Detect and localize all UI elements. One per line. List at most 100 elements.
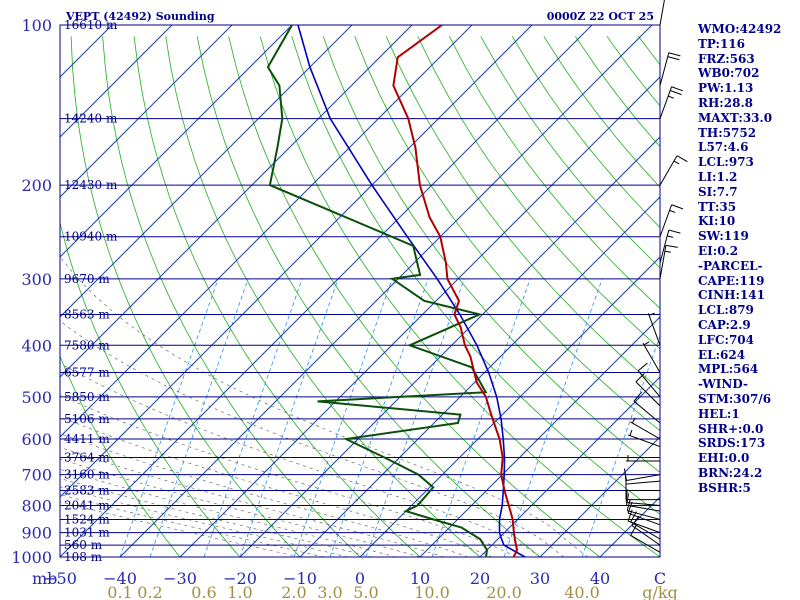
dry-adiabat-line — [291, 36, 660, 515]
isotherm-line — [359, 256, 660, 557]
isotherm-line — [60, 25, 173, 138]
wind-barb-feather — [670, 90, 682, 96]
dry-adiabat-line — [448, 36, 660, 309]
wind-barb — [659, 244, 678, 279]
wind-barb — [659, 52, 681, 86]
wind-barb-half-feather — [643, 341, 650, 346]
wind-barb-staff — [659, 86, 673, 119]
dry-adiabat-line — [165, 36, 481, 557]
wind-barb-staff — [647, 313, 661, 346]
index-item: TH:5752 — [698, 125, 757, 140]
wind-barb-staff — [630, 534, 661, 553]
sounding-indices-panel: WMO:42492 TP:116 FRZ:563 WB0:702 PW:1.13 RH:2… — [698, 22, 798, 496]
mixing-ratio-tick-label: 20.0 — [486, 583, 522, 600]
mixing-ratio-tick-label: 5.0 — [353, 583, 378, 600]
wind-barbs — [623, 0, 688, 553]
wind-barb — [659, 155, 688, 186]
mixing-ratio-tick-label: 10.0 — [414, 583, 450, 600]
height-label: 108 m — [64, 550, 103, 564]
pressure-tick-label: 400 — [21, 336, 52, 355]
temperature-tick-label: 30 — [530, 569, 550, 588]
mixing-ratio-tick-label: 3.0 — [317, 583, 342, 600]
dry-adiabat-line — [417, 36, 660, 350]
index-item: -PARCEL- — [698, 258, 763, 273]
isotherm-line — [60, 25, 413, 378]
mixing-ratio-line — [581, 334, 660, 557]
index-item: PW:1.13 — [698, 81, 754, 96]
plot-frame — [59, 24, 661, 558]
isotherm-line — [60, 25, 233, 198]
index-item: LCL:973 — [698, 155, 754, 170]
isotherm-line — [60, 25, 473, 438]
dry-adiabat-line — [70, 36, 301, 557]
pressure-tick-label: 700 — [21, 466, 52, 485]
pressure-unit-label: mb — [32, 569, 57, 588]
isotherm-line — [299, 196, 660, 557]
wind-barb-feather — [676, 155, 688, 163]
isotherm-line — [539, 436, 660, 557]
dry-adiabat-line — [480, 36, 660, 269]
valid-time: 0000Z 22 OCT 25 — [547, 10, 654, 23]
isotherm-line — [60, 25, 293, 258]
dry-adiabat-line — [133, 36, 421, 557]
mixing-ratio-line — [503, 278, 603, 557]
wind-barb-half-feather — [664, 250, 671, 253]
dry-adiabat-line — [322, 36, 660, 473]
temperature-tick-label: 20 — [470, 569, 490, 588]
axis-labels: 16610 m 14240 m 12430 m 10940 m 9670 m 8563 m… — [11, 16, 678, 600]
wind-barb — [635, 373, 661, 407]
temperature-tick-label: 0 — [355, 569, 365, 588]
mixing-ratio-tick-label: 0.1 — [107, 583, 132, 600]
wind-barb-feather — [671, 86, 684, 92]
wind-barb-feather — [667, 56, 680, 61]
height-label: 6577 m — [64, 366, 110, 380]
index-item: CAPE:119 — [698, 273, 765, 288]
index-item: EHI:0.0 — [698, 451, 750, 466]
wind-barb — [659, 0, 665, 26]
index-item: BRN:24.2 — [698, 465, 763, 480]
index-item: CINH:141 — [698, 288, 765, 303]
wind-barb-staff — [659, 204, 673, 237]
index-item: BSHR:5 — [698, 480, 751, 495]
wind-barb-staff — [626, 480, 661, 485]
isotherm-line — [119, 25, 653, 557]
wind-barb-feather — [625, 490, 628, 503]
wind-barb-staff — [627, 512, 661, 526]
wind-barb — [623, 468, 661, 481]
wind-barb-staff — [626, 474, 661, 481]
wind-barb — [627, 429, 661, 448]
wind-barb-half-feather — [631, 417, 636, 424]
wind-barb-staff — [633, 400, 661, 424]
wind-barb-staff — [635, 381, 661, 407]
wind-barb — [637, 362, 661, 398]
pressure-tick-label: 900 — [21, 524, 52, 543]
parcel-trace — [297, 25, 526, 557]
temperature-unit-label: C — [654, 569, 666, 588]
wind-barb — [625, 490, 661, 506]
dry-adiabat-line — [60, 355, 181, 557]
index-item: MPL:564 — [698, 362, 759, 377]
index-item: STM:307/6 — [698, 391, 772, 406]
dry-adiabat-line — [102, 36, 361, 557]
index-item: LCL:879 — [698, 303, 754, 318]
mixing-ratio-line — [365, 278, 465, 557]
mixing-ratio-tick-label: 0.6 — [191, 583, 216, 600]
wind-barb-staff — [642, 342, 661, 373]
wind-barb-feather — [668, 229, 681, 234]
height-label: 16610 m — [64, 18, 118, 32]
dewpoint-trace — [266, 25, 489, 557]
index-item: WB0:702 — [698, 66, 760, 81]
isotherm-line — [60, 25, 353, 318]
index-item: SI:7.7 — [698, 184, 738, 199]
moist-adiabat-line — [60, 468, 397, 557]
station-title: VEPT (42492) Sounding — [65, 10, 215, 23]
isobar-lines — [59, 24, 661, 558]
height-label: 4411 m — [64, 432, 110, 446]
wind-barb-half-feather — [669, 209, 676, 213]
wind-barb-half-feather — [673, 160, 680, 165]
wind-barb-staff — [627, 510, 661, 520]
index-item: TT:35 — [698, 199, 737, 214]
mixing-ratio-tick-label: 1.0 — [227, 583, 252, 600]
temperature-tick-label: 40 — [590, 569, 610, 588]
